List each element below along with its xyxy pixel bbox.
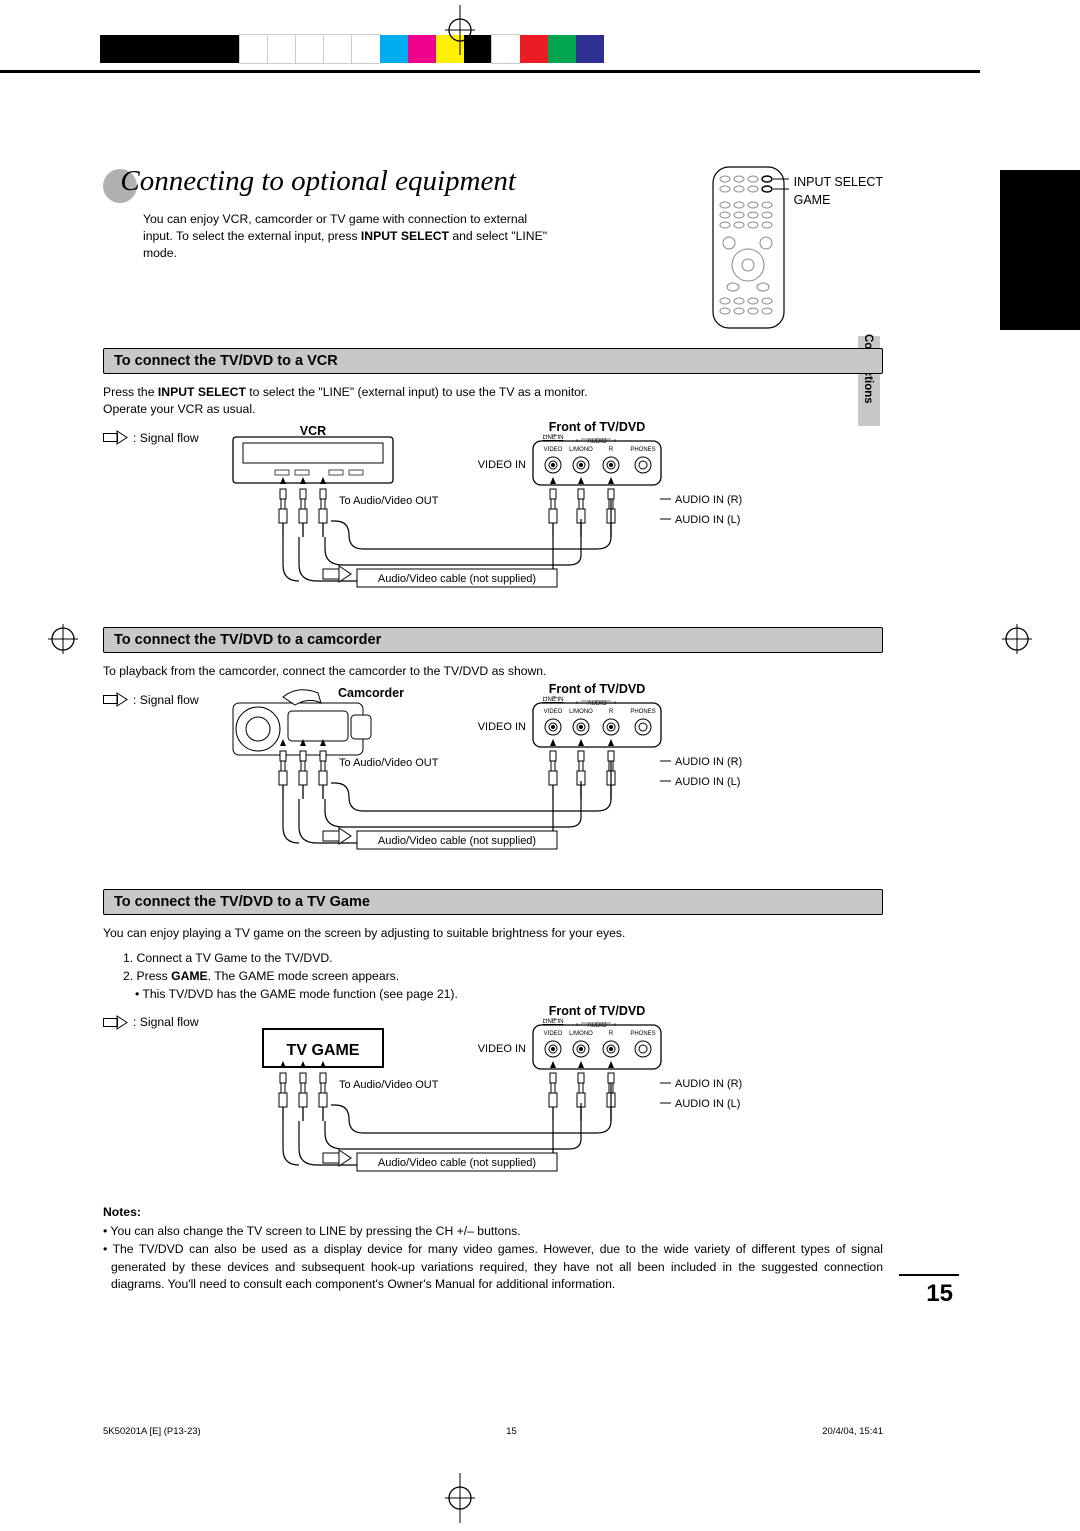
top-rule (0, 70, 980, 73)
vcr-diagram: VCR Front of TV/DVD LINE IN VIDEO L/MONO… (103, 429, 883, 609)
svg-text:Front of TV/DVD: Front of TV/DVD (549, 1004, 646, 1018)
svg-text:To Audio/Video OUT: To Audio/Video OUT (339, 495, 439, 507)
remote-label-input-select: INPUT SELECT (794, 173, 883, 192)
svg-text:AUDIO: AUDIO (587, 1023, 606, 1029)
page-number: 15 (926, 1280, 953, 1308)
remote-illustration: INPUT SELECT GAME (711, 165, 883, 330)
svg-text:Front of TV/DVD: Front of TV/DVD (549, 682, 646, 696)
registration-mark-right (1002, 624, 1032, 654)
page-number-rule (899, 1274, 959, 1277)
svg-text:PHONES: PHONES (630, 709, 655, 715)
notes-heading: Notes: (103, 1205, 883, 1219)
notes-list: • You can also change the TV screen to L… (103, 1223, 883, 1294)
svg-text:To Audio/Video OUT: To Audio/Video OUT (339, 1079, 439, 1091)
svg-text:VIDEO IN: VIDEO IN (478, 1043, 526, 1055)
svg-text:L/MONO: L/MONO (569, 1031, 593, 1037)
svg-text:AUDIO IN (R): AUDIO IN (R) (675, 756, 742, 768)
svg-text:Camcorder: Camcorder (338, 686, 404, 700)
registration-mark-left (48, 624, 78, 654)
page-content: Connecting to optional equipment You can… (103, 70, 883, 1294)
svg-text:TV GAME: TV GAME (287, 1042, 360, 1059)
svg-text:VIDEO IN: VIDEO IN (478, 721, 526, 733)
svg-text:LINE IN: LINE IN (542, 435, 563, 441)
vcr-body: Press the INPUT SELECT to select the "LI… (103, 384, 883, 419)
camcorder-body: To playback from the camcorder, connect … (103, 663, 883, 681)
svg-text:AUDIO IN (R): AUDIO IN (R) (675, 494, 742, 506)
svg-text:To Audio/Video OUT: To Audio/Video OUT (339, 757, 439, 769)
svg-text:L/MONO: L/MONO (569, 709, 593, 715)
section-head-camcorder: To connect the TV/DVD to a camcorder (103, 627, 883, 653)
tvgame-body: You can enjoy playing a TV game on the s… (103, 925, 883, 943)
svg-text:R: R (609, 709, 614, 715)
page-title: Connecting to optional equipment (120, 165, 515, 197)
color-registration-bar (100, 35, 604, 63)
svg-text:AUDIO: AUDIO (587, 439, 606, 445)
svg-text:Audio/Video cable (not supplie: Audio/Video cable (not supplied) (378, 573, 536, 585)
tvgame-diagram: TV GAME Front of TV/DVD LINE IN VIDEO L/… (103, 1013, 883, 1193)
svg-text:PHONES: PHONES (630, 447, 655, 453)
registration-mark-top (445, 0, 475, 60)
svg-text:VIDEO IN: VIDEO IN (478, 459, 526, 471)
svg-text:R: R (609, 1031, 614, 1037)
svg-text:VCR: VCR (300, 424, 326, 438)
svg-text:VIDEO: VIDEO (544, 447, 563, 453)
svg-text:AUDIO IN (R): AUDIO IN (R) (675, 1078, 742, 1090)
svg-text:LINE IN: LINE IN (542, 1019, 563, 1025)
svg-text:Audio/Video cable (not supplie: Audio/Video cable (not supplied) (378, 1157, 536, 1169)
svg-text:L/MONO: L/MONO (569, 447, 593, 453)
footer: 5K50201A [E] (P13-23) 15 20/4/04, 15:41 (103, 1426, 883, 1437)
svg-text:VIDEO: VIDEO (544, 1031, 563, 1037)
svg-text:R: R (609, 447, 614, 453)
svg-text:AUDIO IN (L): AUDIO IN (L) (675, 514, 740, 526)
svg-text:Front of TV/DVD: Front of TV/DVD (549, 420, 646, 434)
camcorder-diagram: Camcorder Front of TV/DVD LINE IN VIDEO … (103, 691, 883, 871)
svg-text:Audio/Video cable (not supplie: Audio/Video cable (not supplied) (378, 835, 536, 847)
svg-text:AUDIO IN (L): AUDIO IN (L) (675, 1098, 740, 1110)
svg-text:AUDIO: AUDIO (587, 701, 606, 707)
svg-text:AUDIO IN (L): AUDIO IN (L) (675, 776, 740, 788)
section-head-tvgame: To connect the TV/DVD to a TV Game (103, 889, 883, 915)
remote-label-game: GAME (794, 191, 883, 210)
svg-text:PHONES: PHONES (630, 1031, 655, 1037)
tvgame-steps: 1. Connect a TV Game to the TV/DVD. 2. P… (123, 950, 883, 1003)
svg-text:LINE IN: LINE IN (542, 697, 563, 703)
svg-text:VIDEO: VIDEO (544, 709, 563, 715)
section-head-vcr: To connect the TV/DVD to a VCR (103, 348, 883, 374)
intro-text: You can enjoy VCR, camcorder or TV game … (143, 211, 563, 261)
registration-mark-bottom (445, 1468, 475, 1528)
bleed-tab (1000, 170, 1080, 330)
